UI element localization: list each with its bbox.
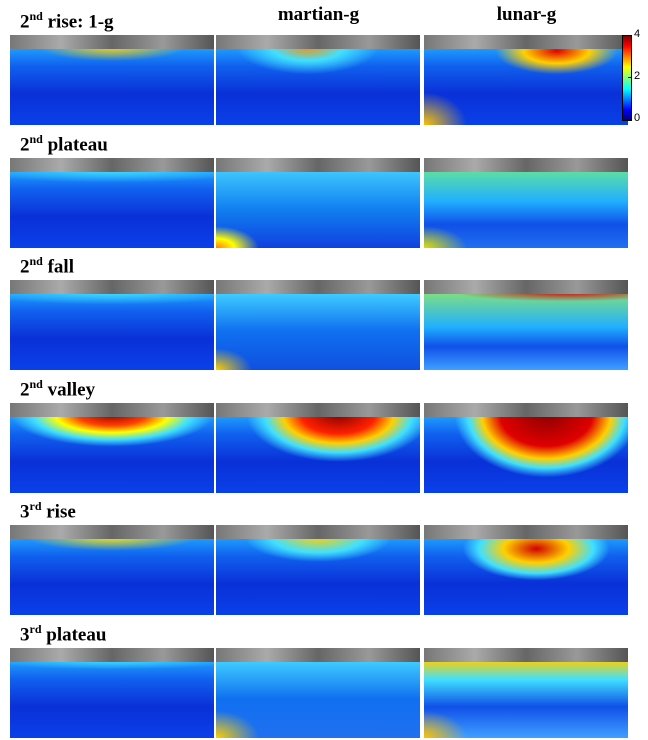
row-phase: rise: 1-g (48, 11, 114, 32)
image-strip (10, 280, 214, 294)
row-label: 2nd plateau (20, 132, 108, 156)
heat (10, 292, 214, 370)
row-label: 3rd rise (20, 499, 76, 523)
image-strip (216, 403, 420, 417)
image-strip (424, 158, 628, 172)
image-strip (424, 35, 628, 49)
heatmap-panel (10, 525, 214, 615)
image-strip (216, 35, 420, 49)
heat (216, 660, 420, 738)
row-ordinal: rd (30, 622, 42, 636)
colorbar-tick-label: 0 (634, 112, 640, 124)
heatmap-panel (10, 648, 214, 738)
row-phase: plateau (46, 624, 106, 645)
heatmap-panel (216, 35, 420, 125)
image-strip (216, 648, 420, 662)
row-ordinal: nd (30, 377, 43, 391)
row-ordinal: nd (30, 9, 43, 23)
colorbar-tick-label: 4 (634, 28, 640, 40)
heatmap-panel (10, 403, 214, 493)
colorbar (622, 35, 632, 121)
row-number: 2 (20, 379, 30, 400)
heat (10, 537, 214, 615)
image-strip (10, 35, 214, 49)
heat (10, 660, 214, 738)
heat (216, 537, 420, 615)
heat (216, 170, 420, 248)
figure: martian-glunar-g2nd rise: 1-g2nd plateau… (0, 0, 648, 740)
row-label: 2nd valley (20, 377, 95, 401)
image-strip (10, 525, 214, 539)
heatmap-panel (216, 403, 420, 493)
row-ordinal: rd (30, 499, 42, 513)
heatmap-panel (216, 648, 420, 738)
heat (424, 292, 628, 370)
heat (10, 415, 214, 493)
heatmap-panel (10, 158, 214, 248)
heat (10, 47, 214, 125)
row-ordinal: nd (30, 254, 43, 268)
heat (216, 292, 420, 370)
heat (424, 537, 628, 615)
heatmap-panel (10, 35, 214, 125)
heat (424, 170, 628, 248)
row-number: 2 (20, 11, 30, 32)
row-number: 2 (20, 134, 30, 155)
heat (424, 660, 628, 738)
row-number: 3 (20, 624, 30, 645)
heatmap-panel (424, 280, 628, 370)
column-header: lunar-g (424, 4, 629, 26)
row-phase: fall (48, 256, 74, 277)
image-strip (424, 648, 628, 662)
heat (10, 170, 214, 248)
row-number: 2 (20, 256, 30, 277)
row-phase: rise (46, 501, 76, 522)
heatmap-panel (10, 280, 214, 370)
heat (424, 415, 628, 493)
heat (216, 47, 420, 125)
row-number: 3 (20, 501, 30, 522)
image-strip (10, 403, 214, 417)
image-strip (424, 403, 628, 417)
heatmap-panel (216, 525, 420, 615)
heatmap-panel (424, 403, 628, 493)
colorbar-tick (628, 35, 631, 36)
column-header: martian-g (216, 4, 421, 26)
image-strip (424, 525, 628, 539)
heat (424, 47, 628, 125)
row-ordinal: nd (30, 132, 43, 146)
row-phase: valley (48, 379, 96, 400)
heatmap-panel (216, 158, 420, 248)
heat (216, 415, 420, 493)
image-strip (10, 158, 214, 172)
image-strip (216, 525, 420, 539)
row-phase: plateau (48, 134, 108, 155)
heatmap-panel (424, 525, 628, 615)
colorbar-tick (628, 77, 631, 78)
image-strip (216, 280, 420, 294)
heatmap-panel (424, 158, 628, 248)
image-strip (10, 648, 214, 662)
image-strip (216, 158, 420, 172)
colorbar-tick (628, 119, 631, 120)
row-label: 2nd fall (20, 254, 74, 278)
heatmap-panel (424, 648, 628, 738)
row-label: 2nd rise: 1-g (20, 9, 114, 33)
heatmap-panel (216, 280, 420, 370)
row-label: 3rd plateau (20, 622, 106, 646)
image-strip (424, 280, 628, 294)
colorbar-tick-label: 2 (634, 70, 640, 82)
heatmap-panel (424, 35, 628, 125)
